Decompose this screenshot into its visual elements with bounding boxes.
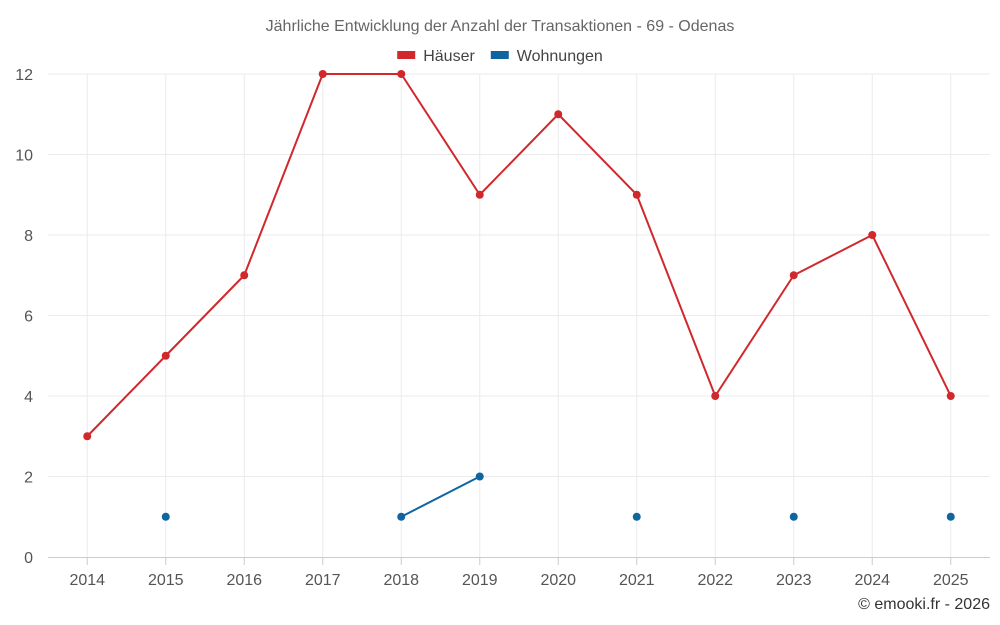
y-tick-label: 10 [15,148,33,165]
y-tick-label: 4 [24,389,33,406]
x-tick-label: 2015 [148,572,184,589]
legend-label: Häuser [423,48,475,65]
y-tick-label: 2 [24,470,33,487]
grid [48,73,990,558]
data-point[interactable] [397,70,406,78]
y-tick-label: 6 [24,309,33,326]
data-point[interactable] [318,70,327,78]
x-tick-label: 2016 [226,572,262,589]
data-point[interactable] [240,271,249,280]
series-1 [161,472,955,521]
data-point[interactable] [161,512,170,521]
x-tick-label: 2022 [697,572,733,589]
legend-swatch [397,51,416,59]
x-tick-label: 2024 [854,572,890,589]
x-tick-label: 2018 [383,572,419,589]
x-tick-label: 2020 [540,572,576,589]
data-point[interactable] [946,512,955,521]
legend-item-0[interactable]: Häuser [397,48,475,65]
y-tick-label: 8 [24,228,33,245]
data-point[interactable] [475,472,484,481]
data-point[interactable] [83,432,92,441]
data-point[interactable] [397,512,406,521]
data-point[interactable] [946,392,955,400]
data-point[interactable] [554,110,563,119]
x-tick-label: 2025 [933,572,969,589]
legend-label: Wohnungen [517,48,603,65]
series-line [86,73,952,437]
data-point[interactable] [632,512,641,521]
legend-swatch [490,51,509,59]
x-tick-label: 2023 [776,572,812,589]
y-axis-ticks: 0 2 4 6 8 10 12 [15,67,33,567]
data-point[interactable] [475,190,484,199]
series-line [400,475,481,518]
x-axis-ticks: 2014 2015 2016 2017 2018 2019 2020 2021 2022 2023… [69,557,969,589]
series-0 [83,70,955,441]
data-point[interactable] [868,231,877,239]
data-point[interactable] [789,512,798,521]
x-tick-label: 2021 [619,572,655,589]
series-layer [83,70,955,521]
data-point[interactable] [161,351,170,360]
data-point[interactable] [789,271,798,280]
data-point[interactable] [632,190,641,199]
legend-item-1[interactable]: Wohnungen [490,48,603,65]
x-tick-label: 2019 [462,572,498,589]
chart-credit: © emooki.fr - 2026 [858,596,990,613]
x-tick-label: 2014 [69,572,105,589]
chart-title: Jährliche Entwicklung der Anzahl der Tra… [266,18,735,35]
x-tick-label: 2017 [305,572,341,589]
legend: Häuser Wohnungen [397,48,603,65]
data-point[interactable] [711,392,720,400]
y-tick-label: 0 [24,550,33,567]
y-tick-label: 12 [15,67,33,84]
